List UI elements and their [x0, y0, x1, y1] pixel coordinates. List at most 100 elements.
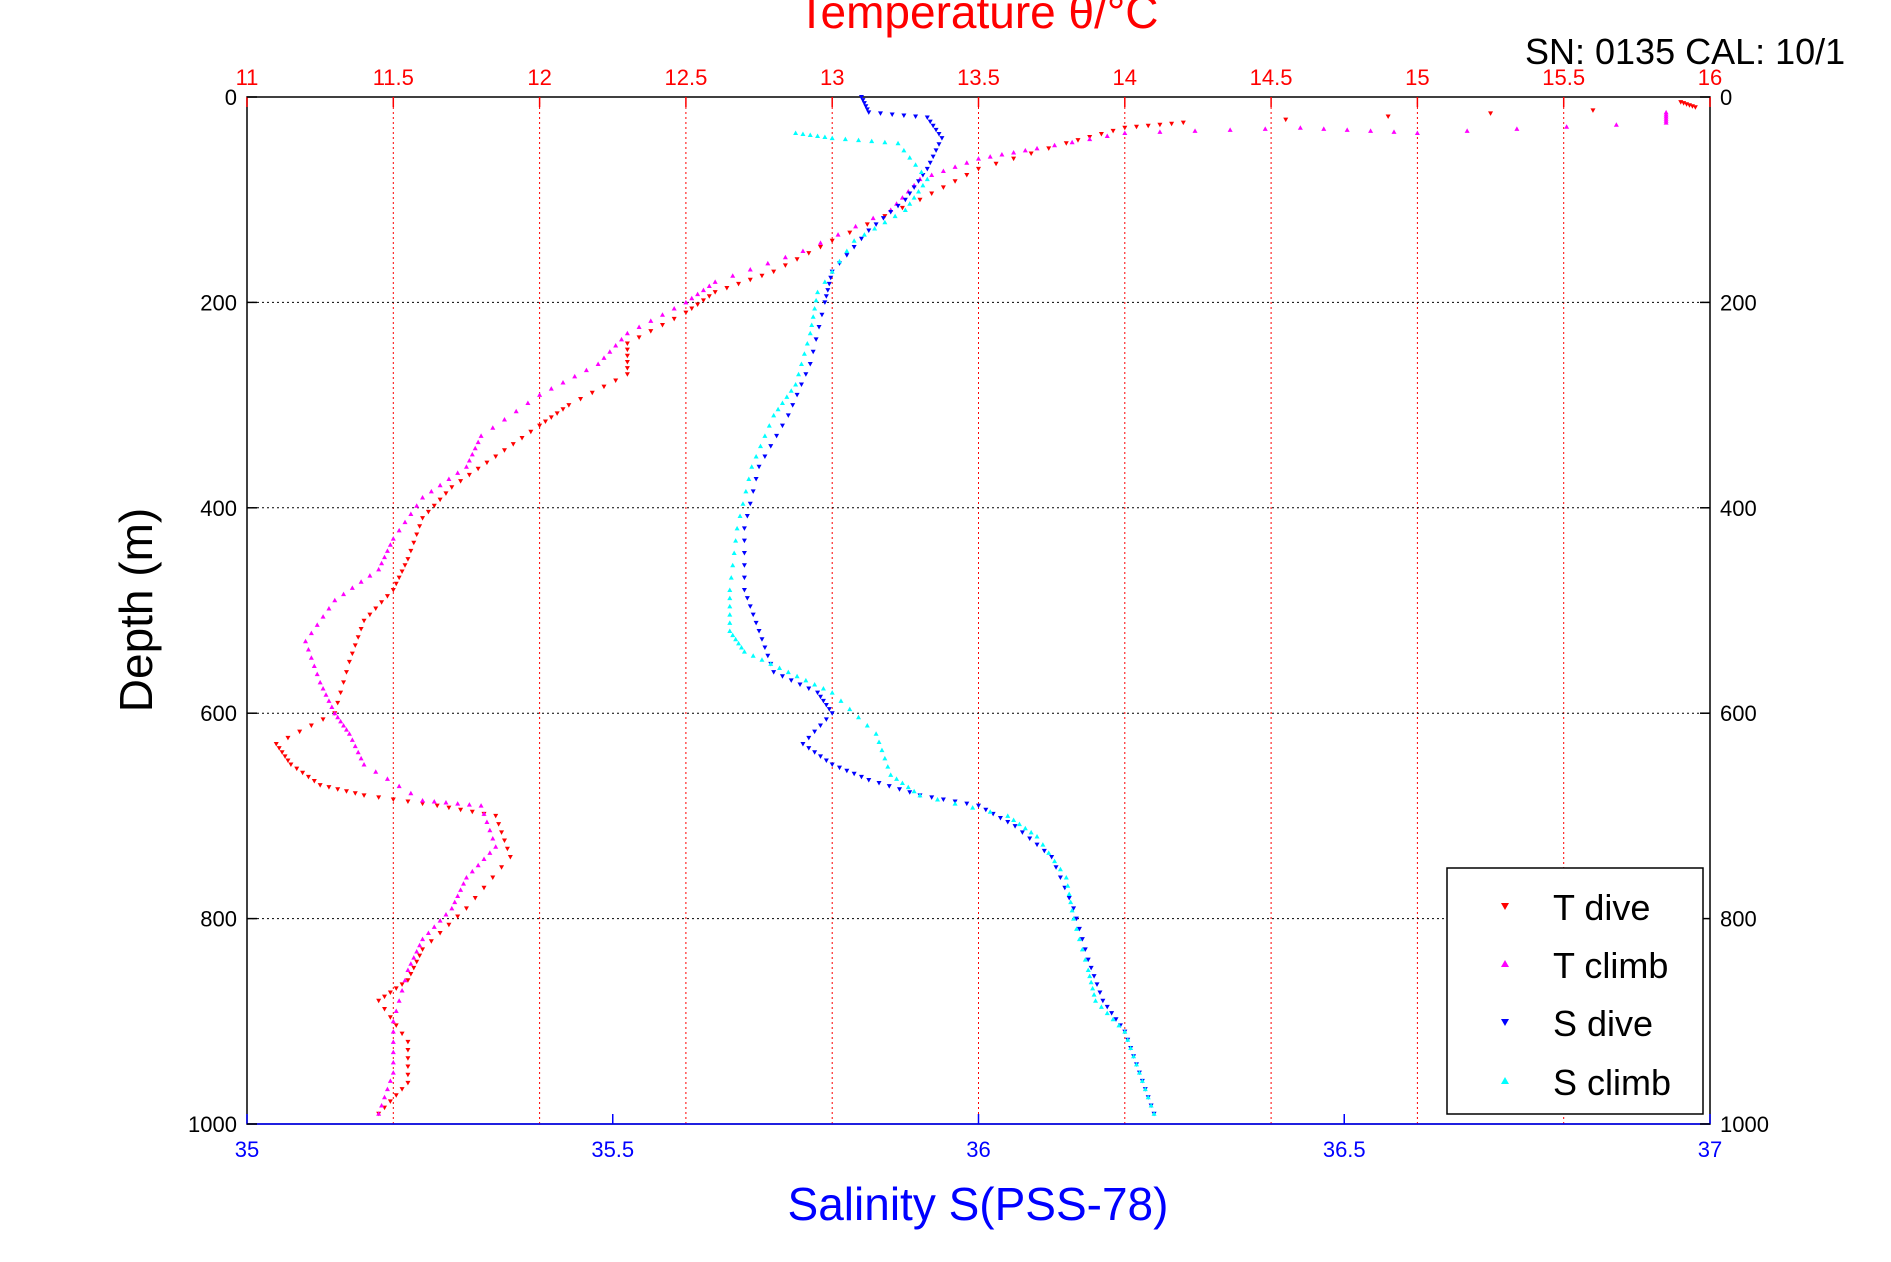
data-point	[437, 482, 443, 488]
data-point	[1134, 1061, 1140, 1067]
data-point	[817, 694, 823, 700]
data-point	[940, 185, 946, 190]
data-point	[405, 1048, 411, 1053]
data-point	[812, 681, 818, 687]
data-point	[907, 790, 913, 795]
data-point	[358, 626, 364, 632]
data-point	[455, 914, 461, 920]
data-point	[408, 790, 414, 796]
data-point	[820, 686, 826, 691]
data-point	[481, 856, 487, 862]
data-point	[537, 392, 543, 397]
data-point	[927, 160, 933, 166]
data-point	[478, 803, 484, 808]
data-point	[393, 1008, 399, 1014]
data-point	[393, 986, 399, 991]
data-point	[905, 784, 911, 790]
data-point	[733, 636, 739, 642]
data-point	[1283, 117, 1289, 123]
data-point	[746, 476, 752, 482]
data-point	[765, 260, 771, 266]
data-point	[1041, 848, 1047, 854]
data-point	[376, 795, 382, 800]
data-point	[880, 216, 886, 221]
data-points	[273, 95, 1698, 1117]
data-point	[1128, 1045, 1134, 1051]
data-point	[1052, 142, 1058, 148]
data-point	[501, 416, 507, 422]
data-point	[393, 1093, 399, 1098]
data-point	[1116, 1022, 1122, 1028]
data-point	[490, 425, 496, 430]
data-point	[405, 967, 411, 972]
data-point	[282, 754, 288, 759]
data-point	[952, 179, 958, 184]
data-point	[458, 807, 464, 813]
data-point	[758, 443, 764, 449]
data-point	[741, 563, 747, 568]
data-point	[744, 514, 750, 519]
data-point	[566, 403, 572, 408]
data-point	[513, 408, 519, 414]
data-point	[434, 803, 440, 809]
data-point	[414, 948, 420, 954]
data-point	[779, 400, 785, 406]
data-point	[695, 291, 701, 297]
data-point	[510, 442, 516, 447]
data-point	[399, 1031, 405, 1037]
data-point	[484, 460, 490, 466]
data-point	[376, 1111, 382, 1116]
data-point	[469, 451, 475, 457]
data-point	[537, 423, 543, 429]
data-point	[431, 799, 437, 804]
data-point	[405, 978, 411, 983]
data-point	[768, 444, 774, 449]
data-point	[402, 563, 408, 568]
data-point	[1113, 1017, 1119, 1022]
data-point	[466, 458, 472, 463]
data-point	[499, 830, 505, 835]
data-point	[493, 844, 499, 849]
data-point	[589, 390, 595, 396]
data-point	[823, 294, 829, 299]
data-point	[1057, 866, 1063, 872]
data-point	[288, 762, 294, 768]
data-point	[1011, 149, 1017, 155]
data-point	[1053, 865, 1059, 870]
data-point	[1019, 830, 1025, 835]
data-point	[747, 604, 753, 609]
data-point	[659, 312, 665, 317]
data-point	[379, 1103, 385, 1108]
data-point	[352, 643, 358, 648]
tick-label-temperature: 13.5	[957, 65, 1000, 90]
data-point	[806, 735, 812, 741]
data-point	[877, 111, 883, 116]
data-point	[1131, 1053, 1137, 1059]
data-point	[384, 594, 390, 599]
data-point	[870, 215, 876, 221]
data-point	[1385, 114, 1391, 120]
data-point	[420, 516, 426, 521]
data-point	[1046, 146, 1052, 151]
data-point	[308, 655, 314, 660]
data-point	[829, 269, 835, 274]
data-point	[519, 435, 525, 441]
data-point	[624, 359, 630, 365]
data-point	[864, 222, 870, 227]
data-point	[835, 232, 841, 237]
data-point	[861, 232, 867, 237]
data-point	[361, 618, 367, 624]
data-point	[458, 479, 464, 484]
data-point	[308, 723, 314, 729]
data-point	[1022, 825, 1028, 831]
data-point	[706, 294, 712, 299]
data-point	[1046, 850, 1052, 855]
tick-label-temperature: 14.5	[1250, 65, 1293, 90]
data-point	[1076, 926, 1082, 932]
data-point	[343, 789, 349, 794]
data-point	[624, 366, 630, 371]
data-point	[895, 140, 901, 146]
data-point	[750, 653, 756, 658]
data-point	[373, 606, 379, 611]
data-point	[851, 771, 857, 777]
